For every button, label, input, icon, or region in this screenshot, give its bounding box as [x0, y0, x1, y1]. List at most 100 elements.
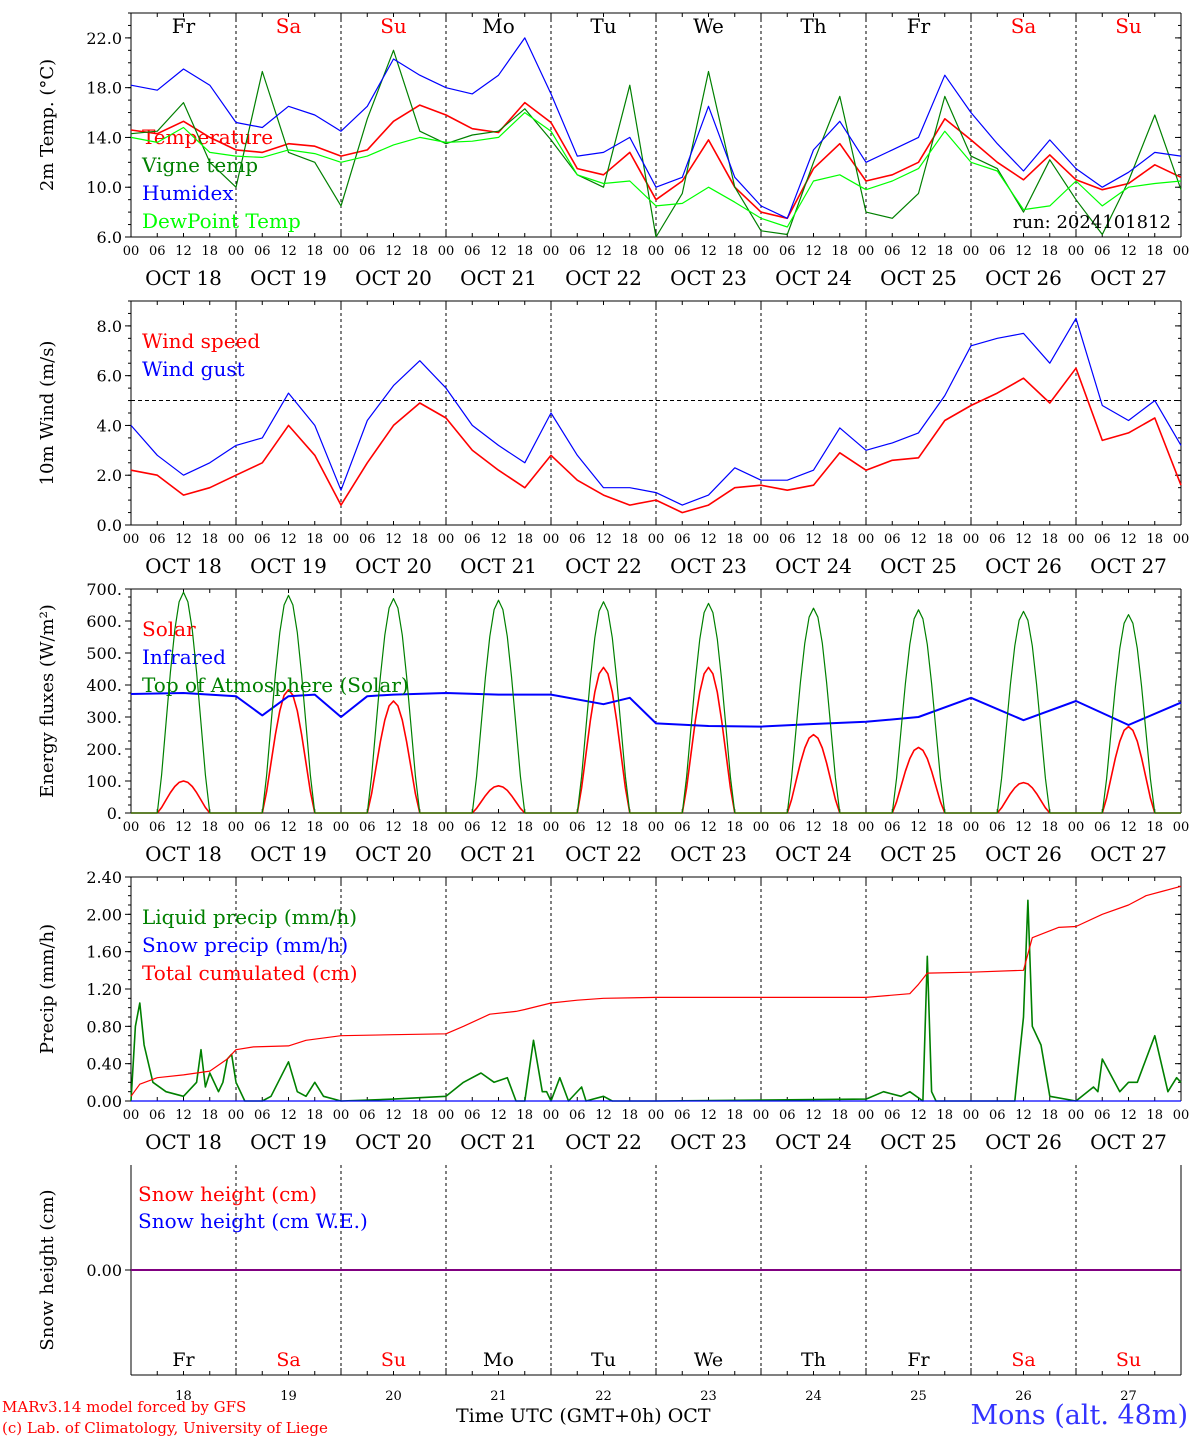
hour-tick-label: 18: [411, 244, 428, 259]
hour-tick-label: 12: [1015, 820, 1032, 835]
hour-tick-label: 18: [726, 1108, 743, 1123]
y-tick-label: 2.00: [86, 905, 122, 924]
legend-label: Total cumulated (cm): [142, 961, 358, 985]
legend-label: DewPoint Temp: [142, 209, 301, 233]
hour-tick-label: 18: [1146, 244, 1163, 259]
hour-tick-label: 06: [149, 820, 166, 835]
hour-tick-label: 06: [884, 820, 901, 835]
day-number-label: 26: [1015, 1389, 1032, 1404]
legend-label: Top of Atmosphere (Solar): [142, 673, 409, 697]
hour-tick-label: 18: [1146, 1108, 1163, 1123]
hour-tick-label: 12: [490, 820, 507, 835]
y-axis-label: 2m Temp. (°C): [37, 59, 58, 191]
y-tick-label: 18.0: [86, 79, 122, 98]
date-label: OCT 24: [775, 1130, 852, 1154]
hour-tick-label: 00: [963, 532, 980, 547]
day-number-label: 21: [490, 1389, 507, 1404]
legend-label: Temperature: [142, 125, 273, 149]
date-label: OCT 26: [985, 554, 1062, 578]
legend-label: Wind gust: [142, 357, 245, 381]
y-tick-label: 1.20: [86, 980, 122, 999]
date-label: OCT 23: [670, 266, 747, 290]
hour-tick-label: 00: [228, 820, 245, 835]
legend-label: Infrared: [142, 645, 226, 669]
hour-tick-label: 12: [1015, 532, 1032, 547]
station-name: Mons (alt. 48m): [970, 1400, 1188, 1431]
hour-tick-label: 00: [858, 1108, 875, 1123]
hour-tick-label: 18: [1041, 820, 1058, 835]
hour-tick-label: 18: [831, 244, 848, 259]
weekday-label: Su: [381, 1349, 406, 1371]
date-label: OCT 23: [670, 842, 747, 866]
hour-tick-label: 18: [411, 532, 428, 547]
y-tick-label: 600.: [86, 612, 122, 631]
date-label: OCT 24: [775, 842, 852, 866]
hour-tick-label: 00: [123, 1108, 140, 1123]
date-label: OCT 23: [670, 554, 747, 578]
date-label: OCT 25: [880, 842, 957, 866]
hour-tick-label: 00: [438, 244, 455, 259]
hour-tick-label: 18: [411, 1108, 428, 1123]
hour-tick-label: 18: [201, 820, 218, 835]
date-label: OCT 26: [985, 1130, 1062, 1154]
hour-tick-label: 06: [779, 244, 796, 259]
hour-tick-label: 12: [910, 532, 927, 547]
hour-tick-label: 06: [149, 532, 166, 547]
hour-tick-label: 00: [1173, 1108, 1190, 1123]
hour-tick-label: 06: [989, 532, 1006, 547]
hour-tick-label: 18: [621, 244, 638, 259]
y-tick-label: 2.40: [86, 868, 122, 887]
date-label: OCT 25: [880, 554, 957, 578]
day-number-label: 23: [700, 1389, 717, 1404]
date-label: OCT 24: [775, 554, 852, 578]
weekday-label: Fr: [172, 14, 196, 38]
hour-tick-label: 06: [674, 532, 691, 547]
x-axis-title: Time UTC (GMT+0h) OCT: [456, 1405, 711, 1427]
y-tick-label: 0.80: [86, 1017, 122, 1036]
y-tick-label: 2.0: [97, 466, 122, 485]
day-number-label: 22: [595, 1389, 612, 1404]
legend-label: Snow height (cm W.E.): [138, 1209, 368, 1233]
hour-tick-label: 18: [1041, 532, 1058, 547]
hour-tick-label: 06: [674, 1108, 691, 1123]
y-axis-label: Snow height (cm): [37, 1189, 58, 1350]
hour-tick-label: 06: [1094, 820, 1111, 835]
weekday-label: Sa: [1011, 1349, 1035, 1371]
weekday-label: Su: [380, 14, 407, 38]
hour-tick-label: 00: [858, 820, 875, 835]
hour-tick-label: 00: [1173, 244, 1190, 259]
hour-tick-label: 12: [385, 532, 402, 547]
hour-tick-label: 00: [438, 532, 455, 547]
date-label: OCT 21: [460, 1130, 537, 1154]
hour-tick-label: 12: [910, 1108, 927, 1123]
weekday-label: Mo: [482, 14, 515, 38]
hour-tick-label: 00: [648, 820, 665, 835]
date-label: OCT 21: [460, 266, 537, 290]
hour-tick-label: 00: [228, 244, 245, 259]
hour-tick-label: 06: [254, 1108, 271, 1123]
hour-tick-label: 18: [936, 820, 953, 835]
date-label: OCT 18: [145, 266, 222, 290]
hour-tick-label: 12: [1015, 244, 1032, 259]
hour-tick-label: 06: [884, 1108, 901, 1123]
weekday-label: Th: [800, 14, 826, 38]
hour-tick-label: 12: [910, 244, 927, 259]
day-number-label: 20: [385, 1389, 402, 1404]
hour-tick-label: 06: [779, 820, 796, 835]
date-label: OCT 20: [355, 554, 432, 578]
day-number-label: 19: [280, 1389, 297, 1404]
hour-tick-label: 12: [1120, 532, 1137, 547]
hour-tick-label: 00: [963, 820, 980, 835]
hour-tick-label: 12: [595, 532, 612, 547]
hour-tick-label: 00: [228, 532, 245, 547]
series-line-3: [130, 885, 1182, 1097]
day-number-label: 27: [1120, 1389, 1137, 1404]
legend-label: Snow precip (mm/h): [142, 933, 348, 957]
hour-tick-label: 12: [700, 1108, 717, 1123]
date-label: OCT 25: [880, 266, 957, 290]
date-label: OCT 22: [565, 554, 642, 578]
hour-tick-label: 06: [674, 244, 691, 259]
series-line-4: [130, 111, 1182, 228]
series-line-1: [130, 101, 1182, 220]
